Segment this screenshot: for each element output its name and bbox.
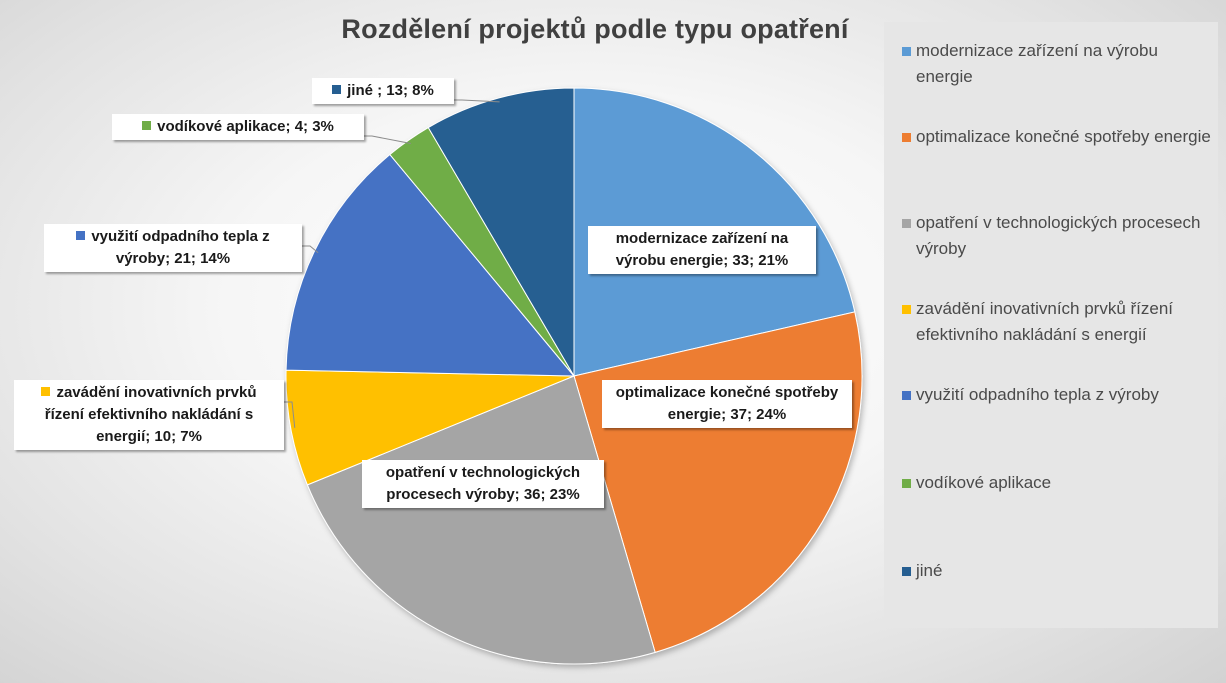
pie-slice-4 bbox=[285, 153, 576, 377]
legend-swatch bbox=[902, 133, 911, 142]
label-key-swatch bbox=[332, 85, 342, 94]
legend-item: zavádění inovativních prvků řízení efekt… bbox=[902, 296, 1212, 348]
legend-label: jiné bbox=[916, 561, 943, 580]
leader-line-4 bbox=[302, 245, 319, 254]
data-label-text: modernizace zařízení na výrobu energie; … bbox=[615, 230, 789, 269]
legend-item: modernizace zařízení na výrobu energie bbox=[902, 38, 1212, 90]
data-label-text: využití odpadního tepla z výroby; 21; 14… bbox=[91, 228, 270, 267]
legend-label: využití odpadního tepla z výroby bbox=[916, 385, 1159, 404]
leader-line-5 bbox=[364, 135, 411, 145]
legend-swatch bbox=[902, 479, 911, 488]
legend-item: vodíkové aplikace bbox=[902, 470, 1212, 496]
data-label-text: jiné ; 13; 8% bbox=[347, 82, 434, 99]
legend-swatch bbox=[902, 47, 911, 56]
legend-label: zavádění inovativních prvků řízení efekt… bbox=[916, 299, 1174, 344]
label-key-swatch bbox=[76, 231, 86, 240]
data-label-2: opatření v technologických procesech výr… bbox=[362, 460, 604, 508]
chart-title: Rozdělení projektů podle typu opatření bbox=[341, 14, 849, 44]
data-label-text: opatření v technologických procesech výr… bbox=[385, 464, 581, 503]
legend-item: opatření v technologických procesech výr… bbox=[902, 210, 1212, 262]
data-label-0: modernizace zařízení na výrobu energie; … bbox=[588, 226, 816, 274]
data-label-1: optimalizace konečné spotřeby energie; 3… bbox=[602, 380, 852, 428]
legend-item: využití odpadního tepla z výroby bbox=[902, 382, 1212, 408]
data-label-text: zavádění inovativních prvků řízení efekt… bbox=[44, 384, 257, 445]
data-label-5: vodíkové aplikace; 4; 3% bbox=[112, 114, 364, 140]
pie-slice-6 bbox=[427, 87, 575, 378]
data-label-text: optimalizace konečné spotřeby energie; 3… bbox=[615, 384, 839, 423]
leader-line-3 bbox=[284, 401, 296, 428]
data-label-4: využití odpadního tepla z výroby; 21; 14… bbox=[44, 224, 302, 272]
pie-slice-3 bbox=[285, 369, 575, 486]
legend-swatch bbox=[902, 567, 911, 576]
legend-swatch bbox=[902, 219, 911, 228]
leader-line-6 bbox=[454, 99, 500, 103]
legend-swatch bbox=[902, 391, 911, 400]
legend-label: opatření v technologických procesech výr… bbox=[916, 213, 1201, 258]
pie-slice-2 bbox=[306, 375, 656, 665]
legend: modernizace zařízení na výrobu energie op… bbox=[884, 22, 1218, 628]
legend-swatch bbox=[902, 305, 911, 314]
legend-label: optimalizace konečné spotřeby energie bbox=[916, 127, 1211, 146]
legend-item: optimalizace konečné spotřeby energie bbox=[902, 124, 1212, 150]
data-label-3: zavádění inovativních prvků řízení efekt… bbox=[14, 380, 284, 450]
legend-label: vodíkové aplikace bbox=[916, 473, 1052, 492]
legend-item: jiné bbox=[902, 558, 1212, 584]
label-key-swatch bbox=[142, 121, 152, 130]
data-label-text: vodíkové aplikace; 4; 3% bbox=[157, 118, 334, 135]
data-label-6: jiné ; 13; 8% bbox=[312, 78, 454, 104]
label-key-swatch bbox=[41, 387, 51, 396]
legend-label: modernizace zařízení na výrobu energie bbox=[916, 41, 1158, 86]
